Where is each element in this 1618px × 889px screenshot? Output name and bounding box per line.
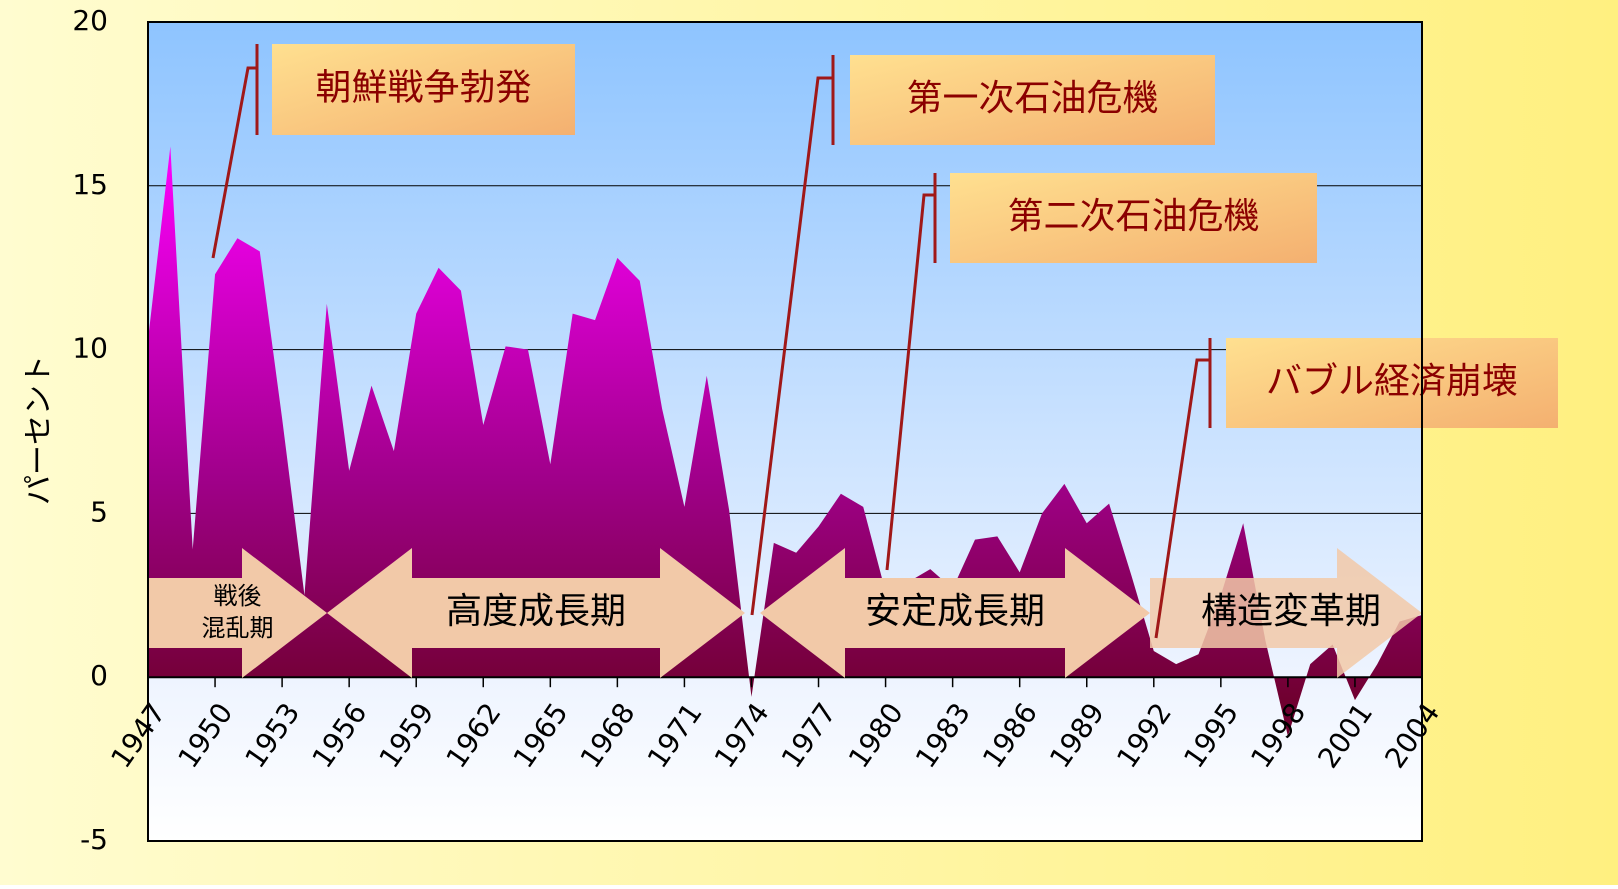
y-tick-label: 0 — [90, 659, 108, 692]
period-label: 戦後 — [214, 582, 262, 610]
callout-leader — [1154, 358, 1210, 639]
y-axis-label: パーセント — [22, 355, 57, 505]
plot-border — [147, 21, 1423, 842]
period-label: 構造変革期 — [1201, 591, 1381, 632]
y-tick-label: 5 — [90, 495, 108, 528]
callout-box — [850, 55, 1215, 145]
callout-label: 第一次石油危機 — [906, 78, 1158, 119]
callout-box — [1226, 338, 1558, 428]
period-label: 高度成長期 — [446, 591, 626, 632]
callout-label: 朝鮮戦争勃発 — [315, 68, 531, 109]
callout-leader — [750, 76, 833, 616]
callout-label: バブル経済崩壊 — [1266, 361, 1518, 402]
period-arrow — [327, 548, 745, 678]
callout-box — [272, 44, 575, 135]
callout-leader — [211, 66, 257, 259]
period-arrow — [760, 548, 1150, 678]
period-arrow — [1150, 548, 1422, 678]
callout-label: 第二次石油危機 — [1007, 196, 1259, 237]
y-tick-label: 10 — [72, 332, 108, 365]
callout-leader — [885, 193, 935, 571]
period-arrow — [148, 548, 327, 678]
period-label: 混乱期 — [202, 614, 274, 642]
y-tick-label: 15 — [72, 168, 108, 201]
y-tick-label: 20 — [72, 4, 108, 37]
callout-box — [950, 173, 1317, 263]
y-tick-label: -5 — [80, 823, 108, 856]
period-label: 安定成長期 — [865, 591, 1045, 632]
